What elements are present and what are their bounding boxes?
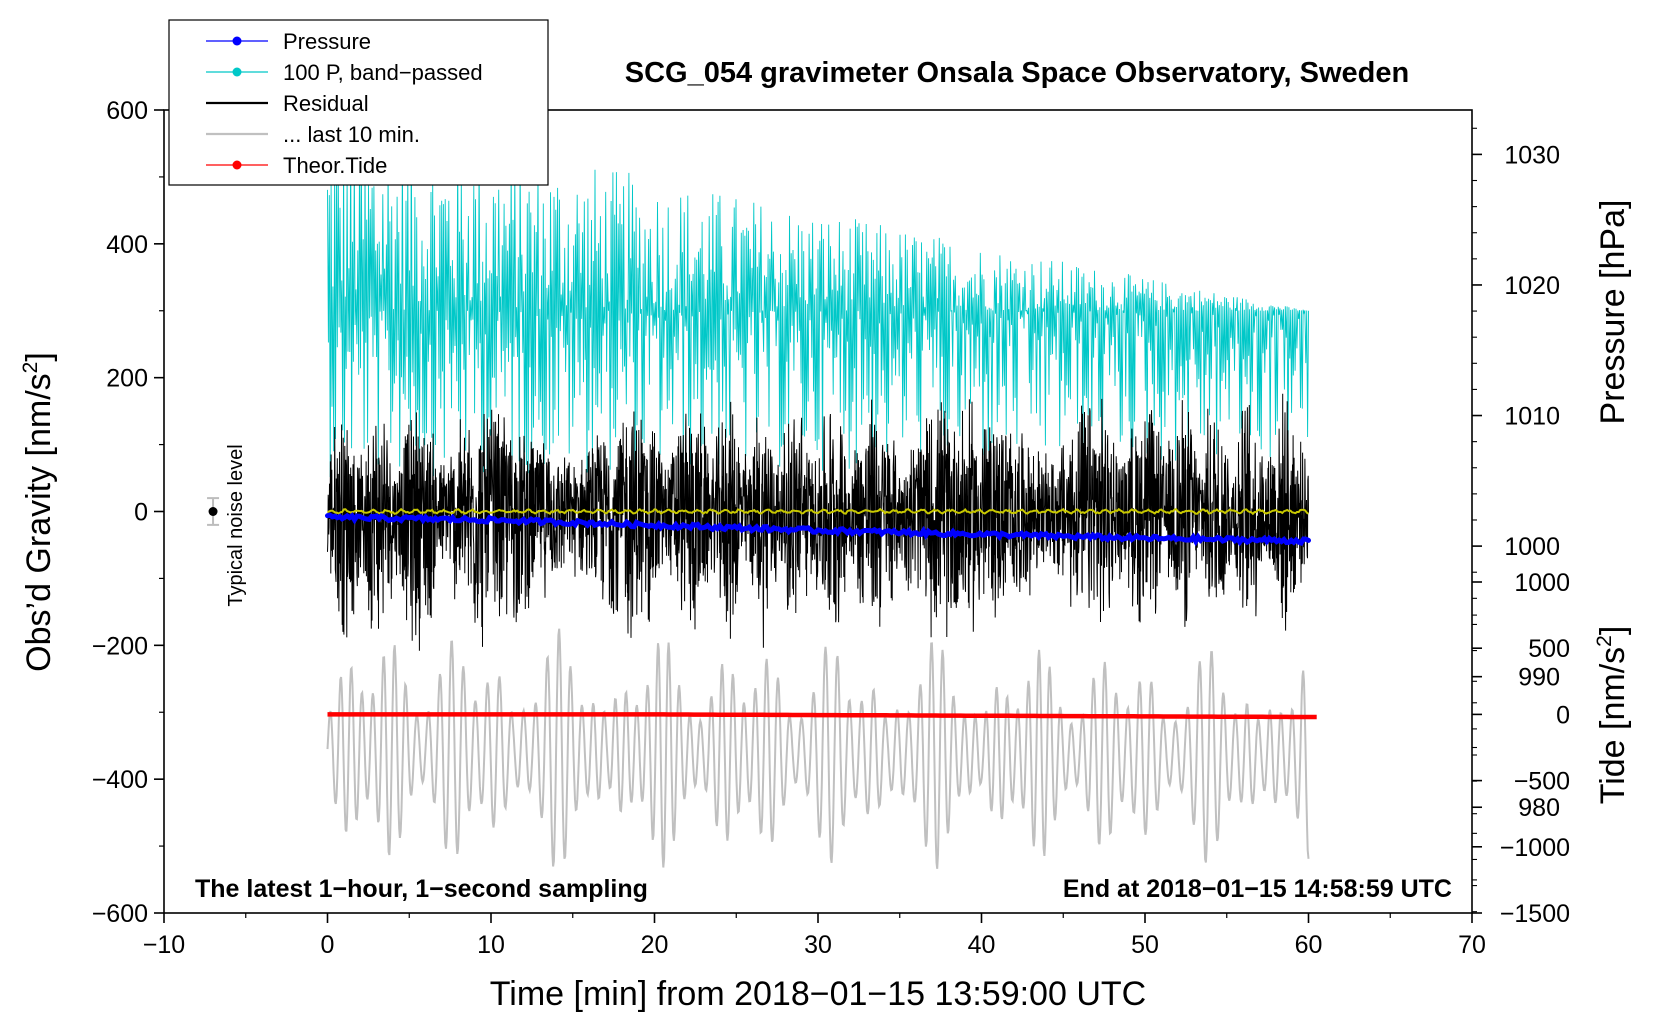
y-label-left-sup: 2 xyxy=(19,362,42,374)
pressure-tick-label: 1000 xyxy=(1504,533,1560,561)
y-tick-label: −400 xyxy=(92,766,148,794)
y-tick-label: −200 xyxy=(92,632,148,660)
x-tick-label: 50 xyxy=(1131,931,1159,959)
series-theor-tide xyxy=(327,712,1317,720)
x-axis-label: Time [min] from 2018−01−15 13:59:00 UTC xyxy=(490,975,1146,1013)
noise-label: Typical noise level xyxy=(225,444,247,606)
x-tick-label: 70 xyxy=(1458,931,1486,959)
pressure-tick-label: 1010 xyxy=(1504,403,1560,431)
y-label-left-main: Obs’d Gravity [nm/s xyxy=(20,373,58,672)
legend-item: Residual xyxy=(206,91,369,116)
x-tick-label: 60 xyxy=(1295,931,1323,959)
series-pressure xyxy=(325,512,1311,547)
y-label-tide-main: Tide [nm/s xyxy=(1594,647,1632,804)
series-layer xyxy=(325,122,1317,869)
x-axis-ticks: −10 0 10 20 30 40 50 60 70 xyxy=(143,913,1486,959)
tide-tick-label: −1000 xyxy=(1500,834,1570,862)
chart-title: SCG_054 gravimeter Onsala Space Observat… xyxy=(625,57,1409,89)
tide-tick-label: −500 xyxy=(1514,768,1570,796)
legend-item: ... last 10 min. xyxy=(206,122,420,147)
y-axis-label-tide: Tide [nm/s2] xyxy=(1593,626,1632,805)
series-last-10-min xyxy=(326,628,1310,869)
pressure-axis-ticks: 1030 1020 1010 1000 990 980 xyxy=(1472,127,1560,913)
tide-tick-label: −1500 xyxy=(1500,900,1570,928)
pressure-tick-label: 1030 xyxy=(1504,141,1560,169)
legend-marker xyxy=(232,160,242,170)
noise-point xyxy=(208,507,218,516)
y-tick-label: −600 xyxy=(92,900,148,928)
legend-label: 100 P, band−passed xyxy=(283,60,483,85)
tide-tick-label: 0 xyxy=(1556,701,1570,729)
y-tick-label: 600 xyxy=(106,97,148,125)
series-smoothed-residual xyxy=(327,507,1310,516)
x-tick-label: 40 xyxy=(968,931,996,959)
y-tick-label: 400 xyxy=(106,231,148,259)
tide-axis-ticks: 1000 500 0 −500 −1000 −1500 xyxy=(1472,569,1570,928)
y-axis-ticks: 600 400 200 0 −200 −400 −600 xyxy=(92,97,164,928)
legend-label: Residual xyxy=(283,91,369,116)
y-axis-label-left: Obs’d Gravity [nm/s2] xyxy=(19,352,58,672)
x-tick-label: 0 xyxy=(321,931,335,959)
series-residual xyxy=(327,393,1309,651)
tide-tick-label: 1000 xyxy=(1514,569,1570,597)
x-tick-label: 20 xyxy=(641,931,669,959)
noise-bar: Typical noise level xyxy=(207,444,247,607)
legend-label: ... last 10 min. xyxy=(283,122,420,147)
legend-label: Pressure xyxy=(283,29,371,54)
legend-items: Pressure 100 P, band−passed Residual ... la… xyxy=(206,29,483,178)
series-bandpassed-pressure xyxy=(327,122,1309,478)
y-tick-label: 200 xyxy=(106,365,148,393)
y-label-tide-sup: 2 xyxy=(1593,635,1616,647)
legend-item: Pressure xyxy=(206,29,371,54)
legend: Pressure 100 P, band−passed Residual ... la… xyxy=(168,19,549,186)
tide-tick-label: 500 xyxy=(1528,635,1570,663)
pressure-tick-label: 990 xyxy=(1518,664,1560,692)
y-label-left-end: ] xyxy=(20,352,58,361)
annotation-bottom-left: The latest 1−hour, 1−second sampling xyxy=(195,875,648,903)
legend-item: 100 P, band−passed xyxy=(206,60,483,85)
annotation-bottom-right: End at 2018−01−15 14:58:59 UTC xyxy=(1063,875,1452,903)
legend-item: Theor.Tide xyxy=(206,153,387,178)
x-tick-label: 10 xyxy=(477,931,505,959)
y-axis-label-pressure: Pressure [hPa] xyxy=(1594,200,1632,425)
legend-marker xyxy=(232,36,242,46)
legend-marker xyxy=(232,67,242,77)
x-tick-label: −10 xyxy=(143,931,185,959)
pressure-tick-label: 980 xyxy=(1518,794,1560,822)
pressure-tick-label: 1020 xyxy=(1504,272,1560,300)
y-label-tide-end: ] xyxy=(1594,626,1632,635)
legend-label: Theor.Tide xyxy=(283,153,387,178)
x-tick-label: 30 xyxy=(804,931,832,959)
y-tick-label: 0 xyxy=(134,499,148,527)
